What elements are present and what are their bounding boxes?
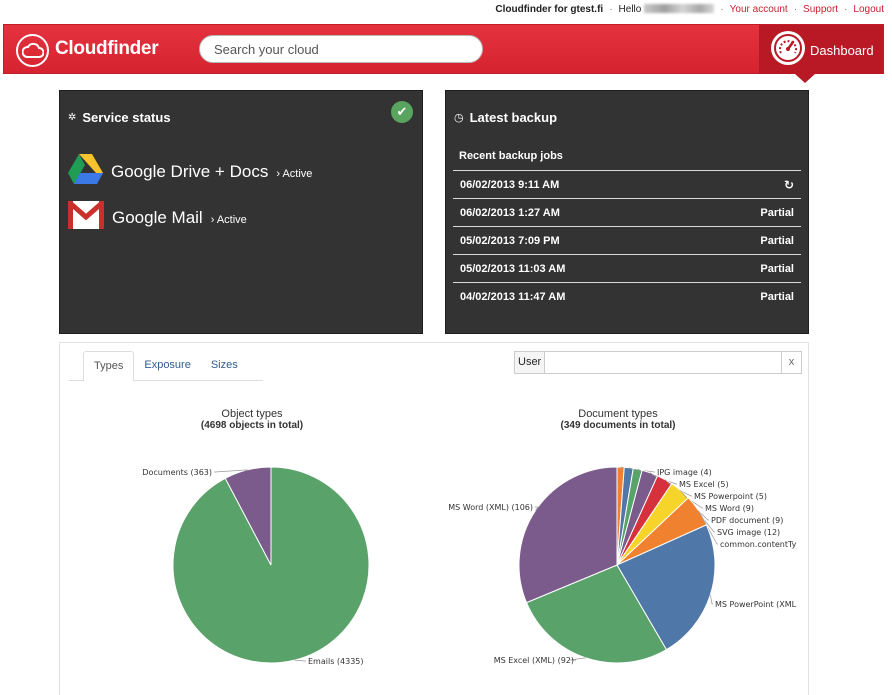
hello-text: Hello [618,4,642,15]
chart-title: Object types [221,408,283,420]
service-state: › Active [210,213,247,226]
pie-leader-line [698,510,718,545]
pie-slice-label: MS Excel (XML) (92) [494,656,574,665]
tab-types[interactable]: Types [83,351,135,382]
pie-slice[interactable] [224,466,272,566]
header-bar: Cloudfinder Dashboard [3,24,884,83]
your-account-link[interactable]: Your account [729,4,788,15]
service-google-mail[interactable]: Google Mail › Active [68,201,247,234]
document-types-pie-chart: JPG image (4) MS Excel (5) MS Powerpoint (… [448,466,797,665]
object-types-title: Object types (4698 objects in total) [152,408,352,431]
job-status: Partial [760,234,794,247]
latest-backup-panel: ◷ Latest backup Recent backup jobs 06/02… [445,90,809,334]
support-link[interactable]: Support [803,4,839,15]
pie-slice-label: SVG image (12) [717,528,780,537]
user-filter-input[interactable] [545,352,781,373]
job-date: 04/02/2013 11:47 AM [460,290,566,303]
latest-backup-title: Latest backup [469,110,558,125]
backup-job-row[interactable]: 04/02/2013 11:47 AM Partial [453,282,801,310]
job-date: 06/02/2013 9:11 AM [460,178,560,191]
logo-text: Cloudfinder [55,38,159,59]
pie-slice-label: MS Powerpoint (5) [694,492,767,501]
chart-subtitle: (4698 objects in total) [200,420,304,431]
pie-slice[interactable] [525,564,668,664]
pie-leader-line [535,506,539,511]
recent-jobs-label: Recent backup jobs [459,150,563,162]
backup-job-row[interactable]: 06/02/2013 1:27 AM Partial [453,198,801,226]
pie-slice[interactable] [518,466,618,604]
job-date: 06/02/2013 1:27 AM [460,206,560,219]
user-filter: User x [514,351,802,374]
dashboard-label: Dashboard [810,43,874,58]
backup-job-row[interactable]: 05/02/2013 7:09 PM Partial [453,226,801,254]
user-filter-label: User [515,352,546,373]
backup-jobs-list: 06/02/2013 9:11 AM ↻ 06/02/2013 1:27 AM … [453,170,801,310]
cloudfinder-logo[interactable]: Cloudfinder [16,33,159,67]
site-name: Cloudfinder for gtest.fi [495,4,604,15]
service-name: Google Mail [112,207,203,227]
service-state: › Active [276,167,313,180]
tab-sizes[interactable]: Sizes [210,359,238,371]
service-name: Google Drive + Docs [111,161,269,181]
charts-panel: Types Exposure Sizes User x Object types… [59,342,809,695]
pie-slice-label: MS Word (9) [705,504,754,513]
job-date: 05/02/2013 11:03 AM [460,262,566,275]
top-links-bar: Cloudfinder for gtest.fi · Hello · Your … [495,4,884,15]
job-status: Partial [760,290,794,303]
pie-leader-line [709,594,713,605]
chart-subtitle: (349 documents in total) [560,420,676,431]
chart-tabs: Types Exposure Sizes [69,351,263,382]
chart-title: Document types [578,408,658,420]
service-google-drive[interactable]: Google Drive + Docs › Active [68,153,312,190]
search-input[interactable] [199,35,483,63]
pie-slice-label: MS PowerPoint (XML [715,600,797,609]
logout-link[interactable]: Logout [853,4,884,15]
backup-job-row[interactable]: 06/02/2013 9:11 AM ↻ [453,170,801,198]
pie-slice-label: PDF document (9) [711,516,783,525]
cloud-icon [16,34,49,67]
pie-leader-line [214,469,248,473]
object-types-pie-chart: Emails (4335) Documents (363) [142,466,370,666]
pie-slice-label: Documents (363) [142,468,212,477]
document-types-title: Document types (349 documents in total) [518,408,718,431]
gear-icon: ✲ [68,112,77,123]
pie-slice-label: Emails (4335) [308,657,364,666]
username-blurred [644,4,715,13]
google-drive-icon [68,153,103,190]
active-indicator [795,74,815,83]
dashboard-button[interactable]: Dashboard [759,25,883,83]
job-date: 05/02/2013 7:09 PM [460,234,560,247]
pie-leader-line [294,659,306,662]
service-status-panel: ✲ Service status ✔ Google Drive + Docs ›… [59,90,423,334]
backup-job-row[interactable]: 05/02/2013 11:03 AM Partial [453,254,801,282]
pie-slice-label: JPG image (4) [656,468,712,477]
status-ok-check-icon: ✔ [391,101,413,123]
service-status-title: Service status [82,110,171,125]
tab-exposure[interactable]: Exposure [144,359,191,371]
job-status: Partial [760,206,794,219]
clock-icon: ◷ [454,112,464,124]
pie-slice-label: MS Word (XML) (106) [448,503,533,512]
pie-leader-line [569,657,586,661]
gmail-icon [68,201,104,234]
clear-filter-button[interactable]: x [781,352,801,373]
speedometer-icon [771,31,805,65]
pie-slice-label: MS Excel (5) [679,480,729,489]
job-status: Partial [760,262,794,275]
refresh-icon: ↻ [783,177,794,192]
pie-slice-label: common.contentTy [720,540,797,549]
